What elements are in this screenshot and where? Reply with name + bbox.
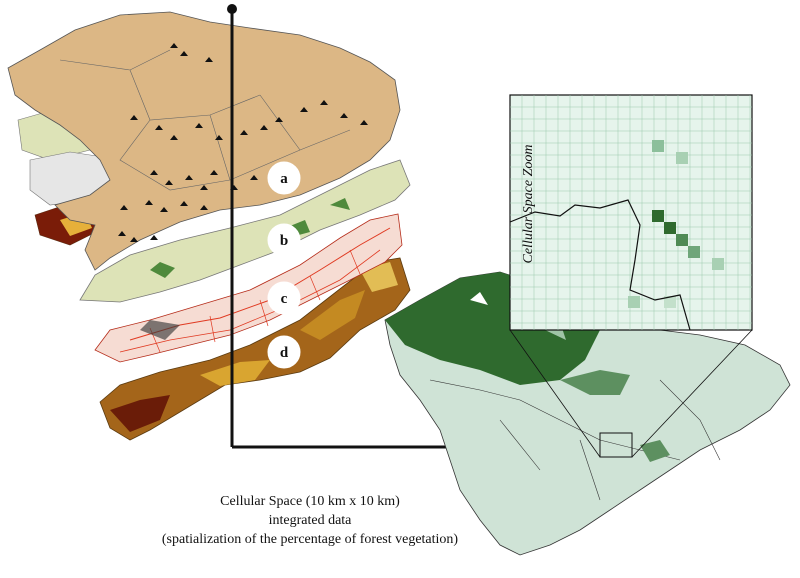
- caption: Cellular Space (10 km x 10 km) integrate…: [150, 492, 470, 549]
- layer-d: [99, 257, 411, 441]
- layer-c: [94, 213, 403, 363]
- municipality-markers: [118, 43, 368, 242]
- layer-label-b: b: [267, 223, 301, 257]
- cellular-zoom-panel: [509, 94, 753, 331]
- caption-line-3: (spatialization of the percentage of for…: [161, 532, 459, 547]
- zoom-title: Cellular Space Zoom: [521, 144, 536, 264]
- layer-label-c-text: c: [281, 291, 288, 307]
- layer-label-d: d: [267, 335, 301, 369]
- layer-label-d-text: d: [280, 345, 289, 361]
- layer-a: [7, 11, 401, 271]
- layer-label-c: c: [267, 281, 301, 315]
- zoom-guide-lines: [509, 329, 753, 458]
- layer-label-a-text: a: [280, 171, 288, 187]
- caption-line-2: integrated data: [268, 513, 352, 528]
- layer-label-a: a: [267, 161, 301, 195]
- caption-line-1: Cellular Space (10 km x 10 km): [220, 494, 400, 509]
- zoom-forest-cells: [628, 140, 724, 308]
- layer-label-b-text: b: [280, 233, 288, 249]
